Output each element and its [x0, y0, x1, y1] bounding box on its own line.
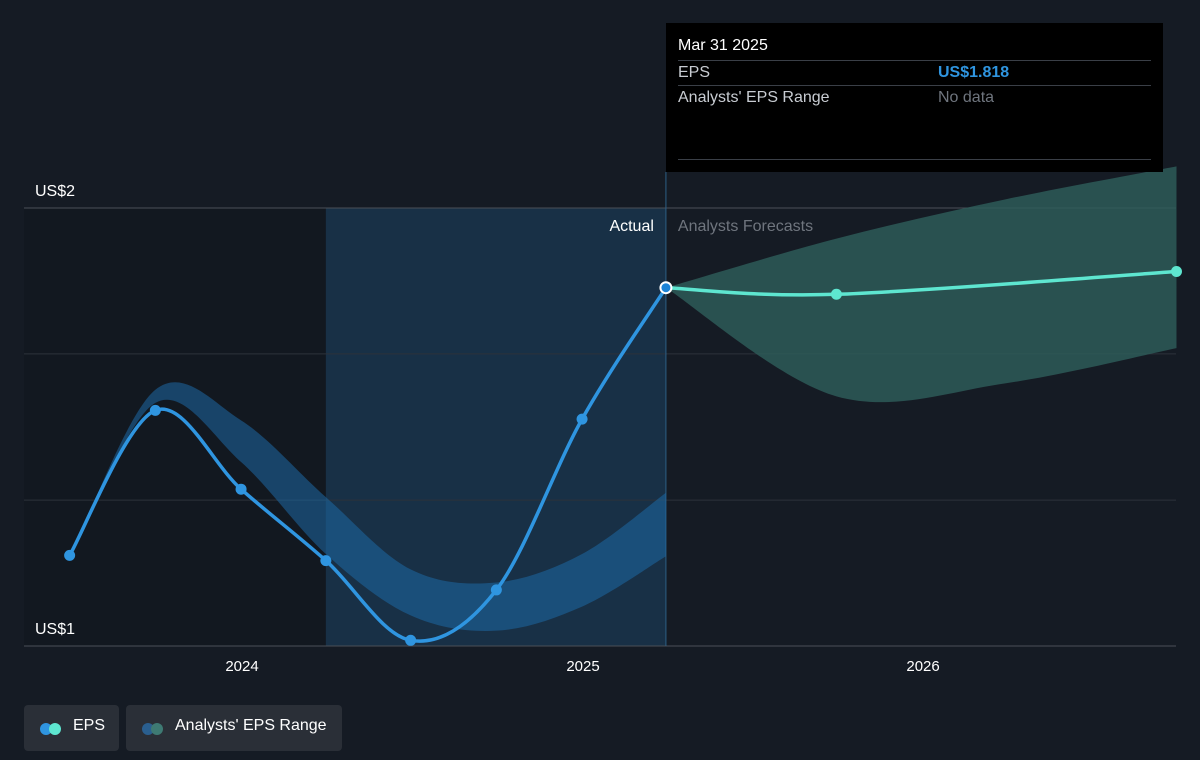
tooltip-panel: Mar 31 2025 EPS US$1.818 Analysts' EPS R… [666, 23, 1163, 172]
eps-actual-point[interactable] [320, 555, 332, 567]
eps-forecast-point[interactable] [1170, 266, 1182, 278]
legend-eps-label: EPS [73, 717, 106, 734]
eps-points [64, 266, 1182, 646]
forecast-region-label: Analysts Forecasts [678, 218, 813, 235]
range-past-area [69, 382, 666, 631]
actual-region-label: Actual [609, 218, 653, 235]
tooltip-eps-row: EPS US$1.818 [678, 60, 1151, 86]
eps-actual-point[interactable] [405, 634, 417, 646]
legend-range[interactable]: Analysts' EPS Range [126, 705, 342, 751]
eps-actual-point[interactable] [64, 549, 76, 561]
tooltip-divider [678, 159, 1151, 160]
tooltip-range-row: Analysts' EPS Range No data [678, 85, 1151, 111]
tooltip-eps-label: EPS [678, 64, 711, 81]
eps-actual-point[interactable] [490, 584, 502, 596]
y-axis-label-bottom: US$1 [35, 621, 75, 638]
x-tick-label: 2026 [906, 658, 939, 675]
legend-eps[interactable]: EPS [24, 705, 119, 751]
x-tick-label: 2025 [566, 658, 599, 675]
x-tick-label: 2024 [225, 658, 258, 675]
range-forecast-dot-icon [151, 723, 163, 735]
tooltip-date: Mar 31 2025 [678, 37, 768, 54]
range-forecast-area [665, 166, 1177, 403]
eps-forecast-point[interactable] [830, 288, 842, 300]
eps-actual-point[interactable] [659, 281, 673, 295]
eps-forecast-line [665, 269, 1177, 297]
eps-chart: US$2 US$1 Actual Analysts Forecasts 2024… [24, 166, 1182, 675]
tooltip-eps-value: US$1.818 [938, 64, 1010, 81]
legend-range-label: Analysts' EPS Range [175, 717, 327, 734]
eps-actual-point[interactable] [149, 404, 161, 416]
eps-forecast-dot-icon [49, 723, 61, 735]
eps-actual-point[interactable] [235, 483, 247, 495]
tooltip-range-label: Analysts' EPS Range [678, 89, 830, 106]
tooltip-range-value: No data [938, 89, 995, 106]
y-axis-label-top: US$2 [35, 183, 75, 200]
eps-actual-point[interactable] [576, 413, 588, 425]
